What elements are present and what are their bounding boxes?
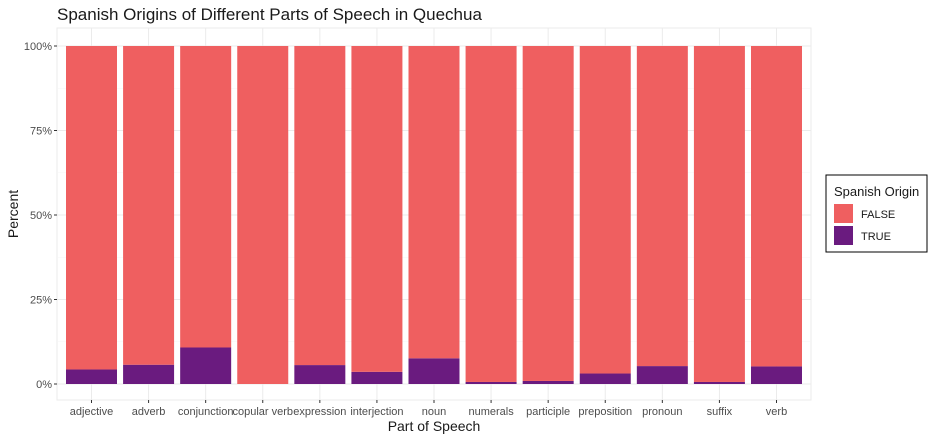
legend-title: Spanish Origin xyxy=(834,184,919,199)
x-tick-label: interjection xyxy=(350,406,403,418)
bar-true-adverb xyxy=(123,364,175,384)
bar-false-pronoun xyxy=(636,46,688,367)
bar-false-numerals xyxy=(465,46,517,382)
x-tick-label: participle xyxy=(526,406,570,418)
x-tick-label: preposition xyxy=(578,406,632,418)
bar-false-verb xyxy=(751,46,802,367)
bar-true-preposition xyxy=(579,373,631,384)
bar-true-noun xyxy=(408,358,460,384)
bar-true-verb xyxy=(751,366,802,384)
y-axis: 0% 25% 50% 75% 100% xyxy=(24,41,57,391)
bar-false-expression xyxy=(294,46,346,366)
bar-true-conjunction xyxy=(180,347,232,384)
legend-swatch-true xyxy=(834,226,853,245)
bar-false-preposition xyxy=(579,46,631,374)
y-tick-label: 25% xyxy=(30,295,52,307)
x-tick-label: conjunction xyxy=(178,406,234,418)
bar-true-pronoun xyxy=(636,366,688,384)
x-tick-label: noun xyxy=(422,406,446,418)
x-tick-label: copular verb xyxy=(232,406,293,418)
bar-true-interjection xyxy=(351,371,403,384)
x-tick-label: suffix xyxy=(707,406,733,418)
bar-false-participle xyxy=(522,46,574,381)
legend-label-true: TRUE xyxy=(861,231,891,243)
x-tick-label: pronoun xyxy=(642,406,682,418)
bar-false-noun xyxy=(408,46,460,359)
y-tick-label: 50% xyxy=(30,210,52,222)
y-tick-label: 75% xyxy=(30,126,52,138)
bars xyxy=(66,46,802,384)
bar-true-numerals xyxy=(465,381,517,384)
bar-false-interjection xyxy=(351,46,403,372)
bar-false-suffix xyxy=(693,46,745,382)
y-tick-label: 0% xyxy=(36,379,52,391)
legend-swatch-false xyxy=(834,204,853,223)
chart-title: Spanish Origins of Different Parts of Sp… xyxy=(57,5,482,24)
y-tick-label: 100% xyxy=(24,41,52,53)
y-axis-title: Percent xyxy=(5,190,21,238)
bar-true-expression xyxy=(294,365,346,384)
x-tick-label: verb xyxy=(766,406,787,418)
x-axis-title: Part of Speech xyxy=(388,418,481,434)
x-tick-label: adverb xyxy=(132,406,166,418)
bar-false-copular-verb xyxy=(237,46,289,384)
legend: Spanish Origin FALSE TRUE xyxy=(825,174,928,253)
x-tick-label: adjective xyxy=(70,406,113,418)
bar-false-adverb xyxy=(123,46,175,365)
bar-true-participle xyxy=(522,380,574,384)
bar-false-conjunction xyxy=(180,46,232,348)
x-tick-label: expression xyxy=(293,406,346,418)
x-tick-label: numerals xyxy=(468,406,514,418)
bar-false-adjective xyxy=(66,46,117,370)
legend-label-false: FALSE xyxy=(861,209,895,221)
bar-true-adjective xyxy=(66,369,117,384)
bar-true-suffix xyxy=(693,381,745,384)
